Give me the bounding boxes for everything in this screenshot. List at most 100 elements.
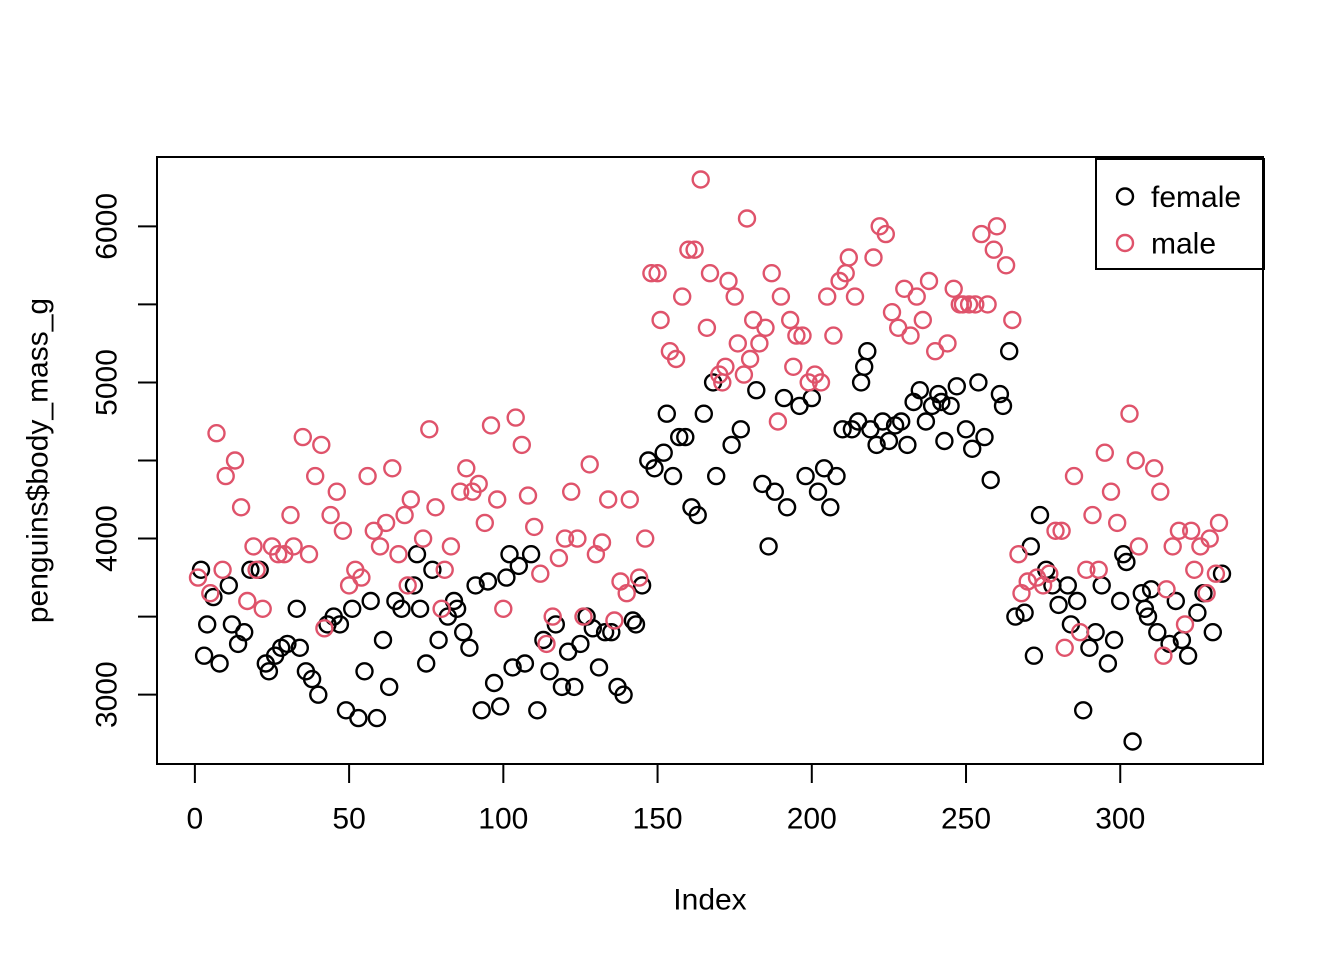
- data-point-male: [1197, 584, 1216, 603]
- data-point-female: [589, 658, 609, 677]
- data-point-female: [571, 634, 590, 654]
- x-tick-label: 150: [633, 803, 683, 836]
- data-point-male: [231, 498, 251, 517]
- data-point-female: [1117, 552, 1136, 572]
- x-axis: 0 50 100 150 200 250 300: [187, 764, 1145, 836]
- data-point-male: [642, 264, 661, 283]
- data-point-male: [984, 240, 1003, 259]
- data-point-female: [460, 638, 479, 657]
- data-point-female: [941, 396, 960, 416]
- data-point-female: [1132, 584, 1152, 603]
- data-point-female: [259, 662, 279, 681]
- data-point-female: [466, 576, 485, 595]
- data-point-female: [981, 470, 1000, 490]
- points-layer: [188, 170, 1232, 751]
- data-point-male: [398, 576, 417, 595]
- data-point-male: [811, 373, 831, 392]
- x-axis-title: Index: [673, 884, 746, 917]
- data-point-female: [1110, 591, 1130, 611]
- data-point-male: [629, 568, 649, 587]
- data-point-male: [1181, 521, 1201, 540]
- data-point-female: [552, 677, 572, 697]
- data-point-male: [876, 224, 895, 244]
- data-point-male: [555, 529, 575, 548]
- data-point-male: [451, 482, 470, 501]
- data-point-male: [617, 584, 636, 603]
- data-point-female: [1006, 607, 1025, 626]
- data-point-male: [244, 537, 263, 556]
- data-point-female: [796, 466, 815, 486]
- data-point-female: [1138, 607, 1158, 626]
- data-point-male: [1209, 513, 1229, 533]
- data-point-male: [383, 459, 402, 478]
- data-point-male: [762, 264, 781, 283]
- y-axis-title: penguins$body_mass_g: [22, 298, 55, 623]
- data-point-male: [700, 264, 720, 283]
- data-point-male: [389, 545, 408, 564]
- legend-marker-female-icon: [1115, 187, 1135, 206]
- data-point-female: [417, 654, 436, 673]
- data-point-female: [565, 677, 584, 697]
- data-point-male: [1169, 521, 1189, 540]
- y-tick-label: 3000: [91, 661, 124, 728]
- data-point-female: [521, 545, 541, 564]
- x-tick-label: 50: [332, 803, 365, 836]
- data-point-female: [234, 623, 254, 642]
- data-point-female: [975, 427, 994, 447]
- data-point-female: [676, 427, 695, 447]
- legend-marker-male-icon: [1115, 233, 1135, 253]
- data-point-female: [583, 619, 602, 638]
- data-point-male: [435, 560, 454, 579]
- data-point-male: [562, 482, 581, 501]
- data-point-female: [855, 357, 874, 376]
- data-point-male: [824, 326, 843, 345]
- y-tick-label: 6000: [91, 193, 124, 260]
- legend-label-male: male: [1151, 228, 1216, 261]
- data-point-male: [944, 279, 963, 298]
- data-point-female: [309, 685, 328, 704]
- data-point-male: [358, 466, 377, 486]
- data-point-male: [312, 435, 331, 455]
- data-point-female: [879, 431, 899, 451]
- data-point-male: [420, 420, 439, 439]
- data-point-male: [506, 408, 525, 427]
- data-point-female: [932, 392, 951, 412]
- data-point-male: [299, 545, 319, 564]
- data-point-male: [839, 248, 858, 267]
- data-point-male: [574, 607, 593, 626]
- data-point-male: [1009, 545, 1028, 564]
- data-point-male: [1157, 580, 1176, 599]
- data-point-female: [367, 708, 387, 728]
- x-tick-label: 250: [941, 803, 991, 836]
- data-point-male: [1077, 560, 1096, 579]
- data-point-female: [1141, 580, 1161, 599]
- data-point-male: [750, 334, 769, 353]
- data-point-female: [774, 388, 794, 408]
- data-point-female: [1135, 599, 1155, 618]
- data-point-female: [765, 482, 784, 501]
- data-point-female: [410, 599, 430, 618]
- data-point-male: [469, 474, 488, 494]
- data-point-female: [210, 654, 229, 673]
- data-point-male: [728, 334, 747, 353]
- data-point-male: [247, 560, 266, 579]
- data-point-male: [620, 490, 639, 509]
- data-point-male: [1107, 513, 1127, 533]
- data-point-male: [306, 466, 325, 486]
- data-point-male: [253, 599, 272, 618]
- data-point-female: [546, 615, 565, 634]
- data-point-female: [1148, 623, 1167, 642]
- data-point-female: [509, 556, 528, 576]
- data-point-male: [605, 611, 624, 630]
- data-point-female: [1058, 576, 1078, 595]
- data-point-female: [654, 443, 673, 462]
- data-point-female: [969, 373, 988, 392]
- data-point-female: [392, 599, 411, 618]
- data-point-male: [959, 295, 979, 314]
- data-point-female: [472, 701, 491, 720]
- data-point-female: [1212, 564, 1232, 583]
- data-point-female: [1067, 591, 1087, 611]
- data-point-male: [475, 513, 494, 533]
- data-point-female: [993, 396, 1013, 416]
